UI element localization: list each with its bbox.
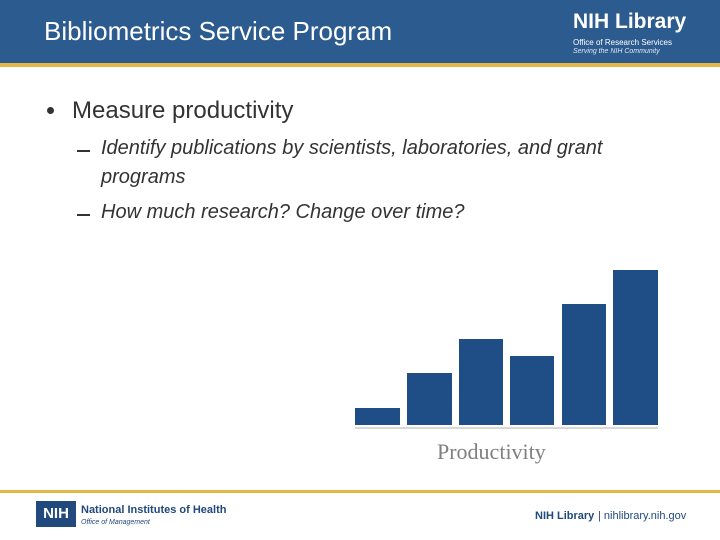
header-rule <box>0 63 720 67</box>
graphic-bar <box>459 339 503 425</box>
graphic-bar <box>355 408 400 425</box>
logo-line: Serving the NIH Community <box>573 48 660 55</box>
logo-name: NIH Library <box>573 10 687 33</box>
footer-suborg: Office of Management <box>81 519 150 526</box>
graphic-bar <box>407 373 452 425</box>
productivity-graphic <box>355 270 658 429</box>
footer-url: | nihlibrary.nih.gov <box>598 510 687 522</box>
header-bar <box>0 0 720 63</box>
subbullet: Identify publications by scientists, lab… <box>101 137 603 188</box>
graphic-bar <box>562 304 606 425</box>
footer-badge: NIH <box>36 501 76 527</box>
graphic-bar <box>510 356 554 425</box>
subbullet: How much research? Change over time? <box>101 201 465 223</box>
dash <box>77 150 90 152</box>
bullet: Measure productivity <box>72 97 294 124</box>
footer-rule <box>0 490 720 493</box>
bullet-dot <box>47 107 54 114</box>
footer-org: National Institutes of Health <box>81 504 227 516</box>
dash <box>77 214 90 216</box>
footer-library: NIH Library <box>535 510 595 522</box>
graphic-label: Productivity <box>437 439 546 464</box>
graphic-bar <box>613 270 658 425</box>
slide-title: Bibliometrics Service Program <box>44 16 393 46</box>
logo-line: Office of Research Services <box>573 38 673 47</box>
